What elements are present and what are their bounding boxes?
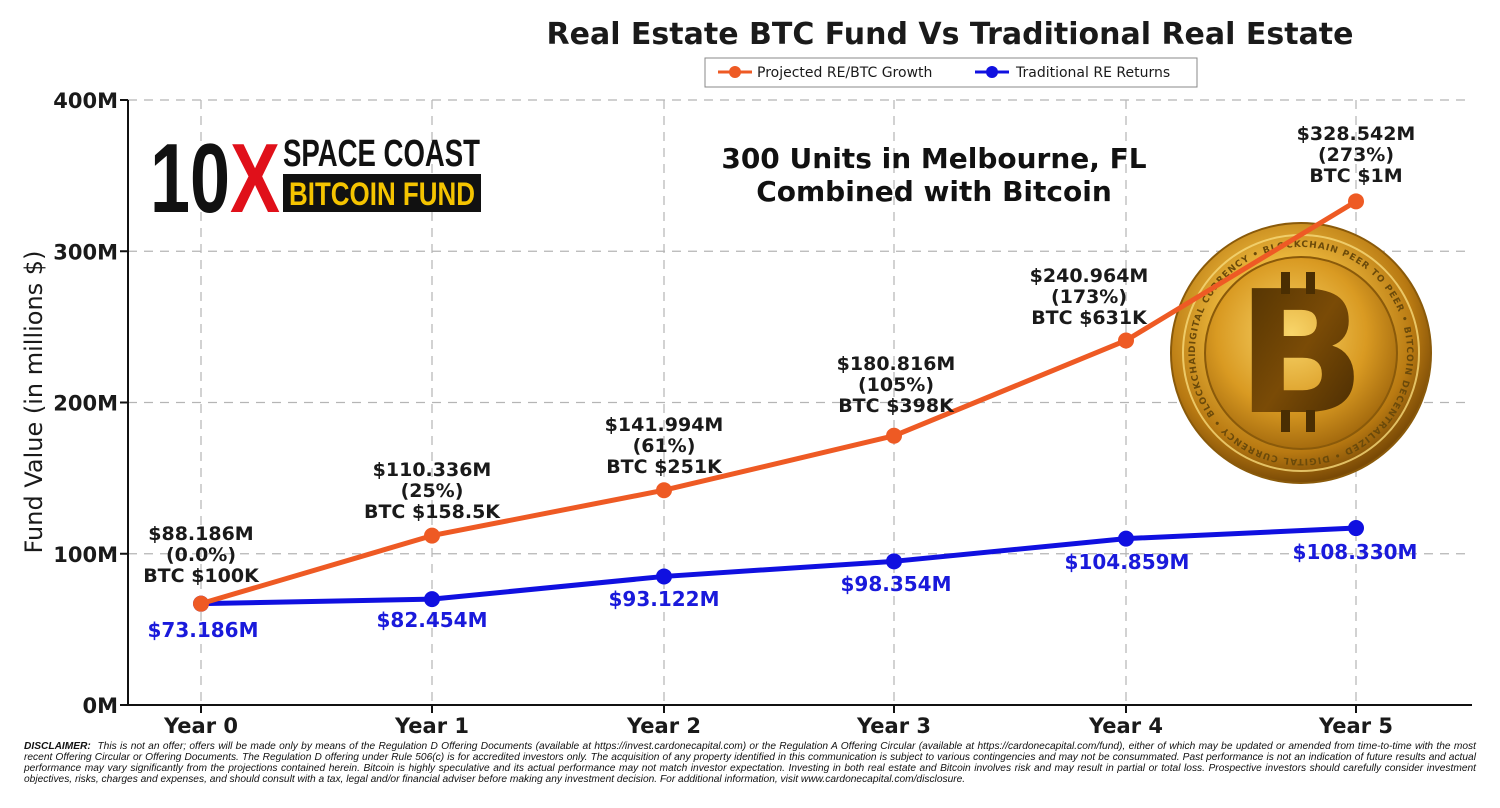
legend: Projected RE/BTC Growth Traditional RE R… bbox=[704, 57, 1198, 88]
disclaimer: DISCLAIMER: This is not an offer; offers… bbox=[24, 741, 1476, 785]
xtick-label-4: Year 4 bbox=[1088, 714, 1163, 738]
logo-bitcoin-fund: BITCOIN FUND bbox=[289, 176, 475, 212]
label-orange-3-1: (105%) bbox=[858, 374, 934, 396]
label-orange-2-2: BTC $251K bbox=[606, 456, 723, 478]
label-orange-3-2: BTC $398K bbox=[838, 395, 955, 417]
legend-label-orange: Projected RE/BTC Growth bbox=[757, 65, 932, 81]
ytick-label-4: 400M bbox=[53, 89, 118, 113]
ytick-label-0: 0M bbox=[82, 694, 118, 718]
label-orange-5-2: BTC $1M bbox=[1309, 165, 1402, 187]
subtitle-line-1: 300 Units in Melbourne, FL bbox=[721, 142, 1146, 175]
disclaimer-label: DISCLAIMER: bbox=[24, 741, 91, 752]
logo-space-coast: SPACE COAST bbox=[283, 133, 480, 175]
label-blue-0: $73.186M bbox=[148, 618, 259, 642]
xtick-label-5: Year 5 bbox=[1318, 714, 1393, 738]
label-orange-0-0: $88.186M bbox=[148, 523, 253, 545]
legend-label-blue: Traditional RE Returns bbox=[1015, 65, 1170, 81]
xtick-label-1: Year 1 bbox=[394, 714, 469, 738]
y-axis-ticks: 0M 100M 200M 300M 400M bbox=[53, 89, 128, 718]
series-layer bbox=[193, 193, 1364, 612]
logo-bitcoin-band bbox=[283, 174, 481, 212]
xtick-label-2: Year 2 bbox=[626, 714, 701, 738]
legend-marker-orange bbox=[729, 66, 741, 78]
chart-title: Real Estate BTC Fund Vs Traditional Real… bbox=[547, 17, 1354, 52]
point-s0-1 bbox=[424, 527, 440, 544]
label-orange-4-2: BTC $631K bbox=[1031, 307, 1148, 329]
point-s1-3 bbox=[886, 553, 902, 570]
x-axis-ticks: Year 0 Year 1 Year 2 Year 3 Year 4 Year 5 bbox=[163, 705, 1393, 738]
label-blue-5: $108.330M bbox=[1293, 540, 1418, 564]
label-orange-2-1: (61%) bbox=[633, 435, 696, 457]
point-s1-1 bbox=[424, 591, 440, 608]
series-line-1 bbox=[200, 525, 1357, 607]
label-orange-1-2: BTC $158.5K bbox=[364, 501, 501, 523]
series-line-0 bbox=[200, 199, 1358, 607]
label-blue-2: $93.122M bbox=[609, 587, 720, 611]
label-orange-0-2: BTC $100K bbox=[143, 565, 260, 587]
ytick-label-3: 300M bbox=[53, 240, 118, 264]
label-orange-2-0: $141.994M bbox=[605, 414, 724, 436]
fund-logo: 10 X SPACE COAST BITCOIN FUND bbox=[150, 123, 481, 233]
label-orange-5-0: $328.542M bbox=[1297, 123, 1416, 145]
xtick-label-3: Year 3 bbox=[856, 714, 931, 738]
point-s1-4 bbox=[1118, 530, 1134, 547]
disclaimer-text: This is not an offer; offers will be mad… bbox=[24, 741, 1476, 785]
label-orange-0-1: (0.0%) bbox=[166, 544, 236, 566]
label-orange-1-1: (25%) bbox=[401, 480, 464, 502]
ytick-label-2: 200M bbox=[53, 392, 118, 416]
point-s0-0 bbox=[193, 595, 209, 612]
subtitle-line-2: Combined with Bitcoin bbox=[756, 175, 1112, 208]
coin-b-symbol: B bbox=[1236, 255, 1366, 453]
point-s0-5 bbox=[1348, 193, 1364, 210]
legend-marker-blue bbox=[986, 66, 998, 78]
y-axis-label: Fund Value (in millions $) bbox=[20, 251, 48, 554]
ytick-label-1: 100M bbox=[53, 543, 118, 567]
label-orange-3-0: $180.816M bbox=[837, 353, 956, 375]
point-s1-2 bbox=[656, 568, 672, 585]
label-blue-1: $82.454M bbox=[377, 608, 488, 632]
label-orange-1-0: $110.336M bbox=[373, 459, 492, 481]
point-s1-5 bbox=[1348, 520, 1364, 537]
label-blue-4: $104.859M bbox=[1065, 550, 1190, 574]
label-orange-5-1: (273%) bbox=[1318, 144, 1394, 166]
label-blue-3: $98.354M bbox=[841, 572, 952, 596]
xtick-label-0: Year 0 bbox=[163, 714, 238, 738]
logo-x: X bbox=[230, 123, 280, 233]
point-s0-4 bbox=[1118, 332, 1134, 349]
data-labels: $88.186M(0.0%)BTC $100K$110.336M(25%)BTC… bbox=[143, 123, 1417, 642]
logo-10: 10 bbox=[150, 123, 230, 233]
point-s0-2 bbox=[656, 482, 672, 499]
label-orange-4-0: $240.964M bbox=[1030, 265, 1149, 287]
point-s0-3 bbox=[886, 427, 902, 444]
label-orange-4-1: (173%) bbox=[1051, 286, 1127, 308]
